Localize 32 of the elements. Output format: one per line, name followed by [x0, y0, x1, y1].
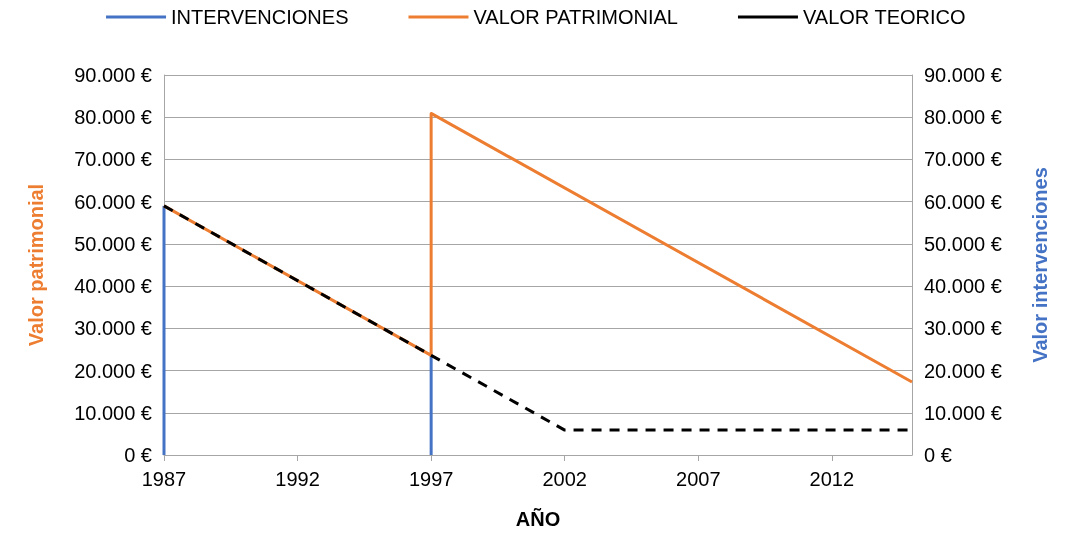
x-axis-title: AÑO — [515, 508, 561, 530]
legend-label: VALOR TEORICO — [802, 6, 966, 28]
y2-tick-label: 70.000 € — [924, 148, 1002, 171]
y-tick-label: 30.000 € — [74, 317, 152, 340]
y2-tick-label: 20.000 € — [924, 359, 1002, 382]
y-tick-label: 0 € — [124, 444, 152, 466]
x-tick-label: 1987 — [141, 468, 187, 490]
y2-tick-label: 0 € — [924, 444, 952, 466]
y2-axis-title: Valor intervenciones — [1029, 167, 1051, 363]
y-tick-label: 50.000 € — [74, 232, 152, 255]
y-tick-label: 10.000 € — [74, 401, 152, 424]
y-tick-label: 60.000 € — [74, 190, 152, 213]
y2-tick-label: 90.000 € — [924, 64, 1002, 86]
legend-label: VALOR PATRIMONIAL — [473, 6, 678, 28]
y-tick-label: 90.000 € — [74, 64, 152, 86]
y2-tick-label: 30.000 € — [924, 317, 1002, 340]
x-tick-label: 2012 — [809, 468, 855, 490]
y-tick-label: 80.000 € — [74, 106, 152, 129]
y-tick-label: 40.000 € — [74, 275, 152, 298]
y2-tick-label: 40.000 € — [924, 275, 1002, 298]
y2-tick-label: 60.000 € — [924, 190, 1002, 213]
y2-tick-label: 80.000 € — [924, 106, 1002, 129]
x-tick-label: 2002 — [542, 468, 587, 490]
x-tick-label: 2007 — [676, 468, 721, 490]
y2-tick-label: 50.000 € — [924, 232, 1002, 255]
y-axis-title: Valor patrimonial — [25, 183, 47, 347]
x-tick-label: 1992 — [275, 468, 320, 490]
legend-label: INTERVENCIONES — [171, 6, 349, 28]
x-tick-label: 1997 — [408, 468, 454, 490]
y2-tick-label: 10.000 € — [924, 401, 1002, 424]
y-tick-label: 20.000 € — [74, 359, 152, 382]
y-tick-label: 70.000 € — [74, 148, 152, 171]
